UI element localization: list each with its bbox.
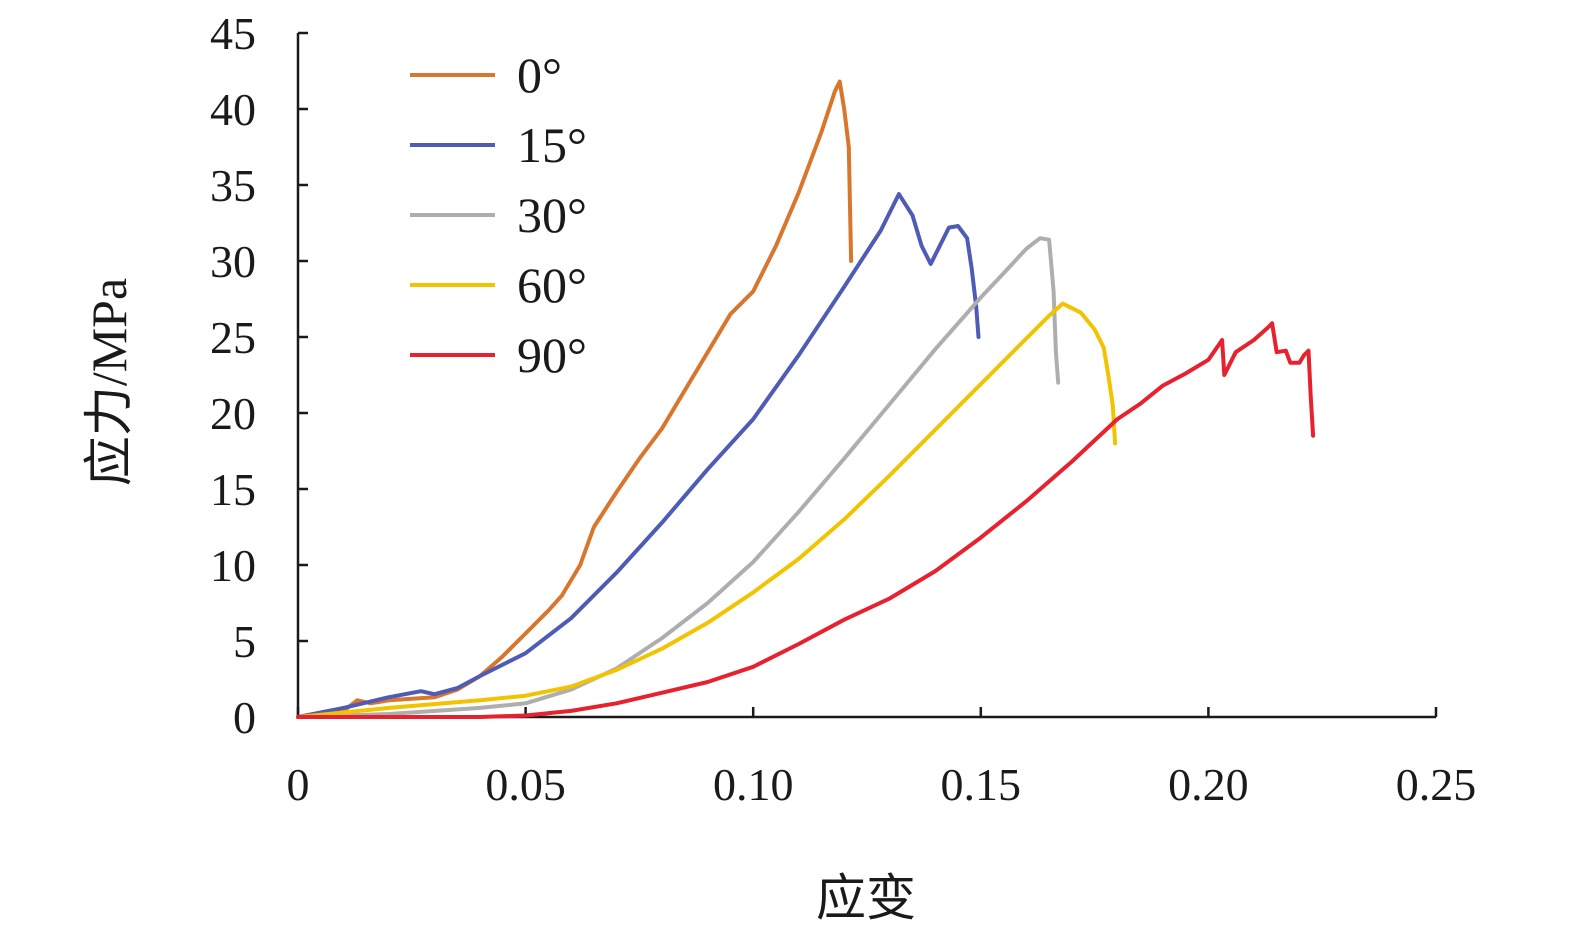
axes: 0 5 10 15 20 25 30 35 40 45 0 0.05 0.10 0.15 0.20 0.25 bbox=[210, 8, 1476, 810]
x-tick-label: 0.25 bbox=[1396, 759, 1477, 810]
x-axis-title: 应变 bbox=[816, 870, 916, 926]
series-line-3 bbox=[296, 301, 1118, 719]
y-tick-label: 15 bbox=[210, 464, 256, 515]
series-line-1 bbox=[296, 192, 981, 719]
x-tick-label: 0 bbox=[287, 759, 310, 810]
legend-label-3: 60° bbox=[517, 257, 587, 313]
x-tick-label: 0.15 bbox=[941, 759, 1022, 810]
legend: 0° 15° 30° 60° 90° bbox=[410, 47, 587, 383]
x-tick-label: 0.10 bbox=[713, 759, 794, 810]
legend-label-0: 0° bbox=[517, 47, 562, 103]
legend-label-2: 30° bbox=[517, 187, 587, 243]
y-tick-label: 0 bbox=[233, 692, 256, 743]
legend-label-4: 90° bbox=[517, 327, 587, 383]
y-tick-label: 40 bbox=[210, 84, 256, 135]
series-line-4 bbox=[296, 321, 1316, 719]
series-line-2 bbox=[296, 236, 1061, 719]
x-tick-label: 0.20 bbox=[1168, 759, 1249, 810]
legend-label-1: 15° bbox=[517, 117, 587, 173]
y-tick-label: 25 bbox=[210, 312, 256, 363]
y-tick-label: 10 bbox=[210, 540, 256, 591]
y-tick-label: 30 bbox=[210, 236, 256, 287]
series-lines bbox=[296, 79, 1316, 719]
y-axis-title: 应力/MPa bbox=[81, 278, 137, 486]
x-tick-label: 0.05 bbox=[485, 759, 566, 810]
y-tick-label: 20 bbox=[210, 388, 256, 439]
series-line-0 bbox=[296, 79, 854, 719]
y-tick-label: 5 bbox=[233, 616, 256, 667]
y-tick-label: 35 bbox=[210, 160, 256, 211]
y-tick-label: 45 bbox=[210, 8, 256, 59]
